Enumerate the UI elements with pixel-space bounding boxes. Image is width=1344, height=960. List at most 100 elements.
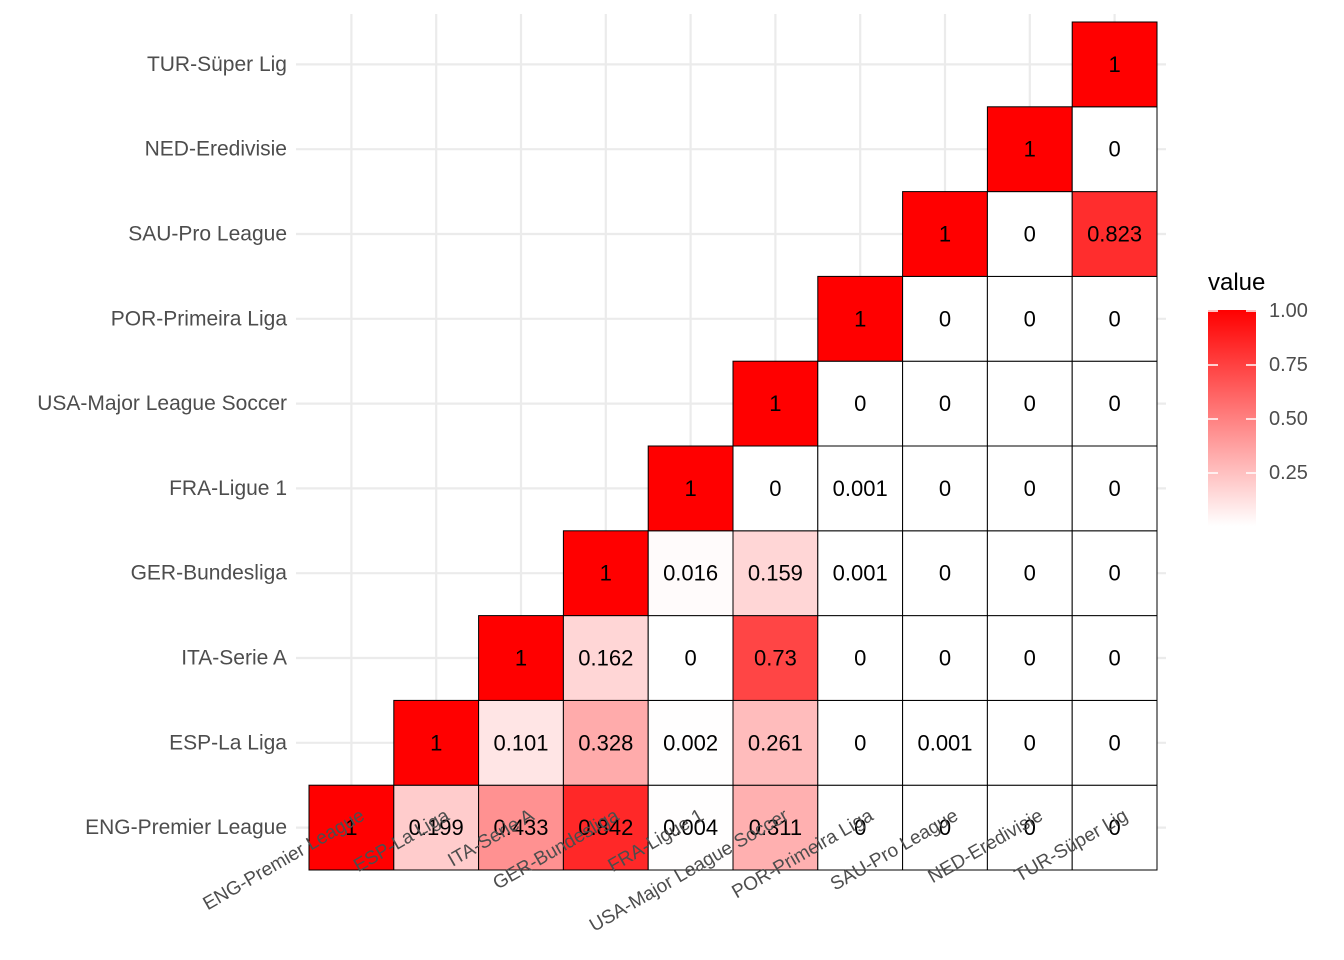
heatmap-cell — [902, 360, 988, 447]
cell-labels: 1 0.199 0.433 0.842 0.004 0.311 0 0 0 0 1 0.101 0.32… — [345, 52, 1142, 840]
legend-title: value — [1208, 269, 1265, 296]
cell-value-label: 0 — [1108, 646, 1120, 671]
legend-tick-label: 0.50 — [1269, 408, 1308, 430]
heatmap-tiles — [308, 21, 1158, 871]
cell-value-label: 0 — [854, 646, 866, 671]
heatmap-cell — [986, 191, 1073, 277]
cell-value-label: 0.311 — [749, 815, 802, 840]
heatmap-cell — [732, 784, 819, 871]
cell-value-label: 0 — [1024, 646, 1036, 671]
cell-value-label: 0 — [939, 391, 951, 416]
heatmap-cell — [817, 530, 904, 617]
y-axis-labels: ENG-Premier League ESP-La Liga ITA-Serie A… — [37, 53, 287, 839]
cell-value-label: 1 — [769, 391, 781, 416]
heatmap-cell — [1071, 21, 1158, 108]
cell-value-label: 0.433 — [493, 815, 548, 840]
cell-value-label: 1 — [515, 646, 527, 671]
cell-value-label: 0 — [1108, 730, 1120, 755]
heatmap-cell — [986, 699, 1073, 786]
cell-value-label: 0.199 — [409, 815, 464, 840]
cell-value-label: 0.016 — [663, 561, 718, 586]
heatmap-cell — [817, 699, 904, 786]
cell-value-label: 0 — [939, 306, 951, 331]
cell-value-label: 0 — [1024, 561, 1036, 586]
cell-value-label: 0 — [1108, 815, 1120, 840]
cell-value-label: 0 — [1024, 815, 1036, 840]
cell-value-label: 1 — [430, 730, 442, 755]
cell-value-label: 0.001 — [833, 476, 888, 501]
y-axis-tick-label: GER-Bundesliga — [131, 562, 288, 585]
cell-value-label: 0.261 — [748, 730, 803, 755]
cell-value-label: 0.823 — [1087, 222, 1142, 247]
legend-tick-label: 0.25 — [1269, 462, 1308, 484]
heatmap-cell — [308, 784, 395, 871]
heatmap-cell — [1071, 784, 1158, 871]
cell-value-label: 0 — [1108, 306, 1120, 331]
legend-tick-label: 0.75 — [1269, 354, 1308, 376]
cell-value-label: 0 — [854, 391, 866, 416]
heatmap-cell — [986, 106, 1073, 193]
heatmap-cell — [817, 275, 904, 362]
cell-value-label: 1 — [939, 222, 951, 247]
heatmap-cell — [986, 784, 1073, 871]
cell-value-label: 0 — [939, 561, 951, 586]
heatmap-cell — [647, 699, 734, 786]
cell-value-label: 1 — [1024, 137, 1036, 162]
heatmap-cell — [986, 445, 1073, 532]
heatmap-cell — [902, 784, 988, 871]
legend: value 1.00 0.75 0.50 0.25 — [1208, 269, 1308, 526]
y-axis-tick-label: ITA-Serie A — [181, 647, 287, 670]
heatmap-cell — [393, 784, 480, 871]
heatmap-cell — [817, 360, 904, 447]
cell-value-label: 0 — [939, 476, 951, 501]
cell-value-label: 0.73 — [754, 646, 797, 671]
heatmap-cell — [393, 699, 480, 786]
heatmap-cell — [478, 784, 564, 871]
cell-value-label: 0.159 — [748, 561, 803, 586]
cell-value-label: 0.162 — [578, 646, 633, 671]
cell-value-label: 0 — [1024, 222, 1036, 247]
heatmap-cell — [562, 530, 649, 617]
y-axis-tick-label: NED-Eredivisie — [145, 138, 287, 161]
cell-value-label: 0 — [1108, 137, 1120, 162]
cell-value-label: 0 — [1108, 391, 1120, 416]
cell-value-label: 0.004 — [663, 815, 718, 840]
heatmap-cell — [817, 445, 904, 532]
heatmap-cell — [1071, 699, 1158, 786]
y-axis-tick-label: USA-Major League Soccer — [37, 392, 287, 415]
cell-value-label: 0.001 — [833, 561, 888, 586]
cell-value-label: 0 — [1108, 561, 1120, 586]
y-axis-tick-label: TUR-Süper Lig — [147, 53, 287, 76]
heatmap-cell — [732, 699, 819, 786]
legend-colorbar — [1208, 310, 1256, 526]
y-axis-tick-label: ENG-Premier League — [85, 816, 287, 839]
cell-value-label: 0 — [1108, 476, 1120, 501]
cell-value-label: 0 — [769, 476, 781, 501]
cell-value-label: 0 — [1024, 476, 1036, 501]
y-axis-tick-label: SAU-Pro League — [128, 223, 287, 246]
heatmap-cell — [647, 615, 734, 701]
cell-value-label: 0 — [1024, 391, 1036, 416]
cell-value-label: 0 — [854, 730, 866, 755]
heatmap-cell — [478, 615, 564, 701]
cell-value-label: 1 — [600, 561, 612, 586]
heatmap-cell — [1071, 106, 1158, 193]
heatmap-cell — [986, 615, 1073, 701]
cell-value-label: 0 — [1024, 306, 1036, 331]
cell-value-label: 1 — [345, 815, 357, 840]
cell-value-label: 1 — [854, 306, 866, 331]
cell-value-label: 0.002 — [663, 730, 718, 755]
heatmap-cell — [1071, 360, 1158, 447]
heatmap-cell — [902, 445, 988, 532]
heatmap-cell — [647, 530, 734, 617]
y-axis-tick-label: POR-Primeira Liga — [111, 307, 288, 330]
heatmap-cell — [1071, 445, 1158, 532]
heatmap-cell — [1071, 530, 1158, 617]
heatmap-cell — [478, 699, 564, 786]
cell-value-label: 1 — [1108, 52, 1120, 77]
cell-value-label: 0 — [854, 815, 866, 840]
heatmap-cell — [902, 191, 988, 277]
heatmap-cell — [902, 699, 988, 786]
cell-value-label: 0 — [939, 646, 951, 671]
